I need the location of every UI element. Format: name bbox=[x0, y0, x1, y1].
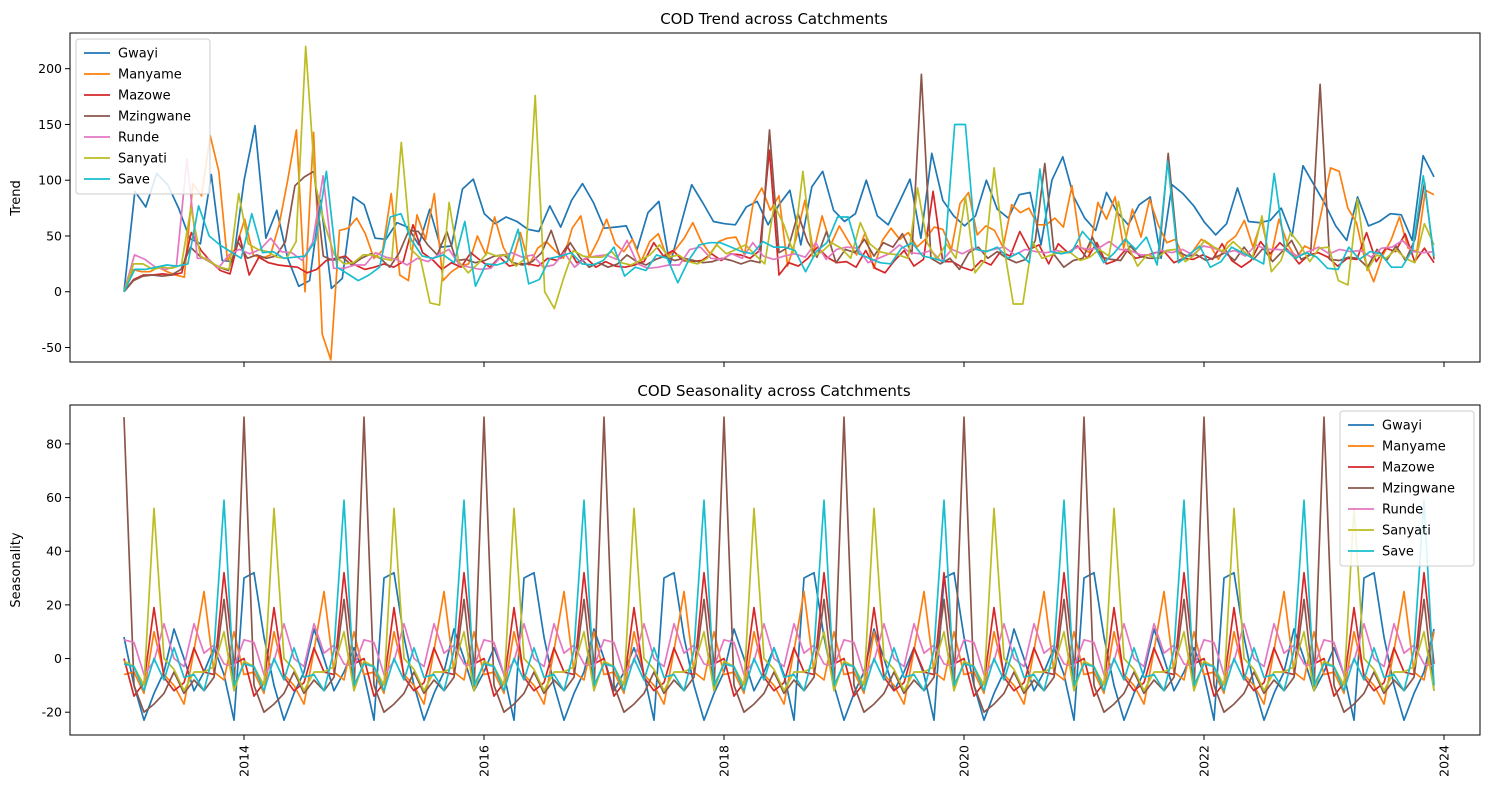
series-line-mazowe bbox=[123, 149, 1435, 293]
series-line-runde bbox=[123, 158, 1435, 292]
legend: Gwayi Manyame Mazowe Mzingwane Runde Sanyati S… bbox=[75, 38, 211, 195]
y-tick-label: -50 bbox=[42, 340, 62, 355]
x-tick-label: 2022 bbox=[1197, 745, 1212, 777]
series-line-mzingwane bbox=[123, 416, 1435, 714]
plot-frame bbox=[69, 32, 1481, 363]
y-tick-label: 0 bbox=[54, 651, 62, 666]
y-tick-label: 60 bbox=[46, 490, 62, 505]
legend-label-mzingwane: Mzingwane bbox=[1382, 482, 1455, 497]
trend-plot-area: -50 0 50 100 150 200 Gwayi Manyame Mazowe Mzingwa… bbox=[38, 32, 1481, 367]
y-tick-label: 200 bbox=[38, 61, 62, 76]
seasonality-panel: COD Seasonality across Catchments Season… bbox=[9, 382, 1481, 777]
x-tick-label: 2018 bbox=[717, 745, 732, 777]
legend-label-manyame: Manyame bbox=[118, 68, 182, 83]
legend-label-mazowe: Mazowe bbox=[1382, 461, 1435, 476]
series-line-sanyati bbox=[123, 45, 1435, 310]
series-line-save bbox=[123, 499, 1435, 692]
series-line-manyame bbox=[123, 590, 1435, 705]
legend-label-gwayi: Gwayi bbox=[118, 47, 158, 62]
legend-label-mazowe: Mazowe bbox=[118, 89, 171, 104]
plot-frame bbox=[69, 404, 1481, 736]
legend-label-gwayi: Gwayi bbox=[1382, 419, 1422, 434]
legend: Gwayi Manyame Mazowe Mzingwane Runde Sanyati S… bbox=[1339, 410, 1475, 567]
x-tick-label: 2016 bbox=[477, 745, 492, 777]
y-tick-label: 150 bbox=[38, 117, 62, 132]
x-tick-label: 2014 bbox=[237, 745, 252, 777]
y-tick-label: 80 bbox=[46, 436, 62, 451]
series-line-mzingwane bbox=[123, 73, 1435, 293]
trend-title: COD Trend across Catchments bbox=[660, 10, 888, 28]
legend-label-mzingwane: Mzingwane bbox=[118, 110, 191, 125]
trend-panel: COD Trend across Catchments Trend -50 0 50… bbox=[9, 10, 1481, 367]
legend-label-save: Save bbox=[1382, 545, 1414, 560]
series-line-gwayi bbox=[123, 124, 1435, 292]
y-tick-label: 20 bbox=[46, 597, 62, 612]
legend-label-manyame: Manyame bbox=[1382, 440, 1446, 455]
series-line-save bbox=[123, 123, 1435, 293]
legend-label-sanyati: Sanyati bbox=[118, 152, 167, 167]
y-tick-label: 40 bbox=[46, 544, 62, 559]
legend-label-runde: Runde bbox=[118, 131, 159, 146]
x-tick-label: 2024 bbox=[1437, 745, 1452, 777]
legend-label-save: Save bbox=[118, 173, 150, 188]
y-tick-label: 50 bbox=[46, 228, 62, 243]
legend-label-sanyati: Sanyati bbox=[1382, 524, 1431, 539]
y-tick-label: -20 bbox=[42, 705, 62, 720]
seasonality-title: COD Seasonality across Catchments bbox=[637, 382, 910, 400]
series-line-mazowe bbox=[123, 571, 1435, 697]
y-tick-label: 100 bbox=[38, 173, 62, 188]
x-tick-label: 2020 bbox=[957, 745, 972, 777]
seasonality-plot-area: -20 0 20 40 60 80 2014 2016 2018 2020 2022 2024 Gway… bbox=[42, 404, 1481, 777]
trend-ylabel: Trend bbox=[9, 180, 24, 217]
legend-label-runde: Runde bbox=[1382, 503, 1423, 518]
y-tick-label: 0 bbox=[54, 284, 62, 299]
seasonality-ylabel: Seasonality bbox=[9, 532, 24, 607]
